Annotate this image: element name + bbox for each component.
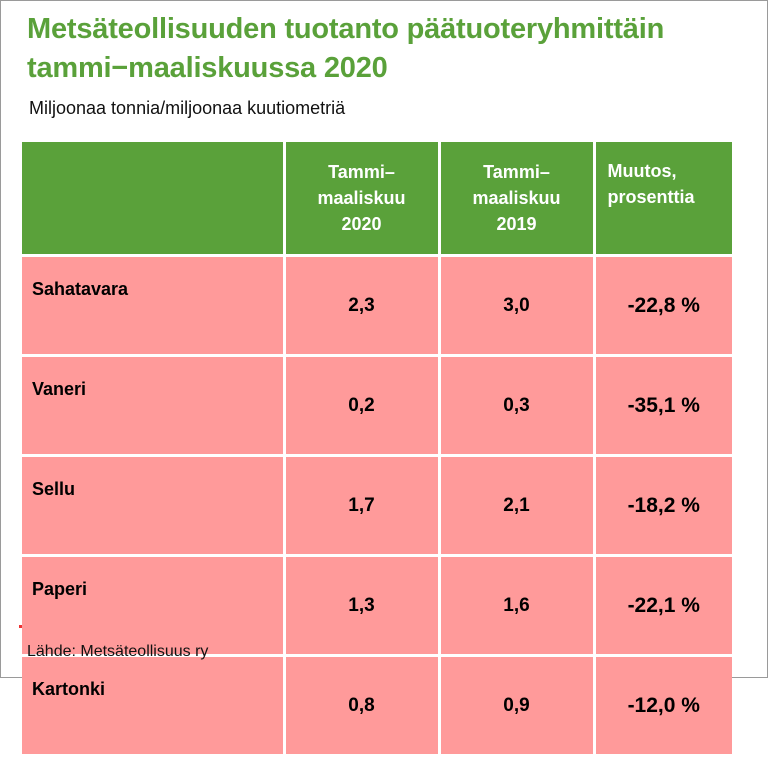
- production-table: Tammi– maaliskuu 2020 Tammi– maaliskuu 2…: [22, 142, 732, 757]
- cell-2020: 0,2: [282, 354, 441, 457]
- table-header-row: Tammi– maaliskuu 2020 Tammi– maaliskuu 2…: [22, 142, 732, 257]
- table-row: Sellu 1,7 2,1 -18,2 %: [22, 454, 732, 557]
- cell-product: Vaneri: [22, 354, 286, 457]
- red-marker-dot: [19, 625, 22, 628]
- header-change: Muutos, prosenttia: [592, 142, 732, 257]
- cell-2020: 1,3: [282, 554, 441, 657]
- header-2019: Tammi– maaliskuu 2019: [437, 142, 596, 257]
- cell-product: Kartonki: [22, 654, 286, 757]
- slide-subtitle: Miljoonaa tonnia/miljoonaa kuutiometriä: [29, 98, 346, 118]
- cell-change: -22,8 %: [592, 254, 732, 357]
- cell-change: -18,2 %: [592, 454, 732, 557]
- cell-change: -12,0 %: [592, 654, 732, 757]
- table-row: Sahatavara 2,3 3,0 -22,8 %: [22, 254, 732, 357]
- cell-2019: 0,9: [437, 654, 596, 757]
- header-product: [22, 142, 286, 257]
- cell-2019: 2,1: [437, 454, 596, 557]
- cell-product: Paperi: [22, 554, 286, 657]
- cell-2020: 1,7: [282, 454, 441, 557]
- cell-change: -22,1 %: [592, 554, 732, 657]
- cell-2019: 3,0: [437, 254, 596, 357]
- table-row: Paperi 1,3 1,6 -22,1 %: [22, 554, 732, 657]
- table-row: Vaneri 0,2 0,3 -35,1 %: [22, 354, 732, 457]
- cell-2019: 0,3: [437, 354, 596, 457]
- title-line-1: Metsäteollisuuden tuotanto päätuoteryhmi…: [27, 13, 665, 45]
- slide-title: Metsäteollisuuden tuotanto päätuoteryhmi…: [27, 10, 747, 88]
- cell-change: -35,1 %: [592, 354, 732, 457]
- cell-product: Sellu: [22, 454, 286, 557]
- table-row: Kartonki 0,8 0,9 -12,0 %: [22, 654, 732, 757]
- cell-2019: 1,6: [437, 554, 596, 657]
- cell-2020: 2,3: [282, 254, 441, 357]
- cell-2020: 0,8: [282, 654, 441, 757]
- source-note: Lähde: Metsäteollisuus ry: [27, 643, 209, 660]
- header-2020: Tammi– maaliskuu 2020: [282, 142, 441, 257]
- title-line-2: tammi−maaliskuussa 2020: [27, 52, 388, 84]
- cell-product: Sahatavara: [22, 254, 286, 357]
